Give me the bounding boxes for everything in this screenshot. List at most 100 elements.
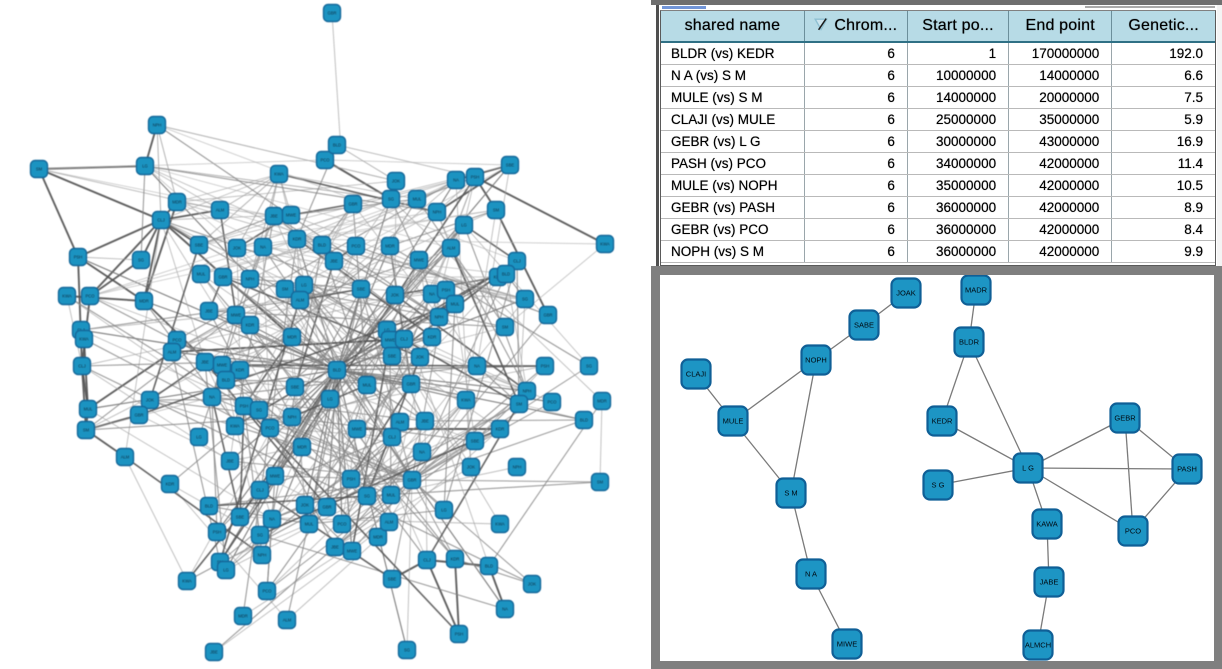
svg-text:SM: SM — [597, 480, 604, 485]
svg-text:SM: SM — [83, 428, 90, 433]
svg-text:JBE: JBE — [270, 214, 278, 219]
svg-text:ALM: ALM — [283, 618, 292, 623]
svg-text:PCO: PCO — [1125, 526, 1141, 535]
svg-text:PSH: PSH — [213, 530, 222, 535]
svg-text:NA: NA — [419, 450, 425, 455]
svg-text:KWA: KWA — [79, 337, 89, 342]
svg-text:NA: NA — [260, 245, 266, 250]
svg-text:KWA: KWA — [600, 242, 610, 247]
svg-text:GEBR: GEBR — [1114, 413, 1136, 422]
svg-text:PCO: PCO — [262, 589, 272, 594]
svg-text:SM: SM — [493, 208, 500, 213]
svg-text:JBE: JBE — [201, 360, 209, 365]
svg-text:NPH: NPH — [435, 315, 444, 320]
svg-text:GBR: GBR — [348, 202, 357, 207]
svg-text:MWE: MWE — [231, 313, 241, 318]
svg-text:ALM: ALM — [121, 455, 130, 460]
svg-text:L G: L G — [1022, 463, 1034, 472]
svg-text:NPH: NPH — [258, 553, 267, 558]
svg-text:BLD: BLD — [485, 564, 493, 569]
svg-text:LG: LG — [327, 397, 333, 402]
svg-text:MUL: MUL — [451, 302, 461, 307]
svg-text:JOK: JOK — [301, 503, 309, 508]
svg-text:SM: SM — [502, 325, 509, 330]
svg-text:ALM: ALM — [396, 420, 405, 425]
svg-text:MWE: MWE — [385, 338, 395, 343]
svg-text:BLD: BLD — [205, 504, 213, 509]
svg-text:MUL: MUL — [197, 272, 207, 277]
svg-text:CLJ: CLJ — [423, 558, 430, 563]
svg-text:GBR: GBR — [218, 275, 227, 280]
svg-text:SG: SG — [388, 197, 394, 202]
svg-text:SBE: SBE — [388, 354, 397, 359]
svg-text:SBE: SBE — [195, 243, 204, 248]
svg-text:KDR: KDR — [293, 237, 302, 242]
svg-text:JOK: JOK — [146, 398, 154, 403]
svg-text:NA: NA — [474, 364, 480, 369]
svg-text:NPH: NPH — [288, 415, 297, 420]
svg-text:S G: S G — [932, 480, 945, 489]
svg-text:SABE: SABE — [854, 320, 874, 329]
svg-text:SG: SG — [522, 297, 528, 302]
svg-text:GBR: GBR — [134, 413, 143, 418]
svg-text:NA: NA — [453, 178, 459, 183]
svg-text:PCO: PCO — [172, 338, 182, 343]
svg-text:JBE: JBE — [331, 545, 339, 550]
svg-text:JBE: JBE — [226, 459, 234, 464]
svg-text:KWA: KWA — [182, 579, 192, 584]
svg-text:MDR: MDR — [238, 614, 248, 619]
svg-text:MWE: MWE — [414, 258, 424, 263]
svg-text:SG: SG — [364, 494, 370, 499]
svg-text:MUL: MUL — [363, 383, 373, 388]
svg-text:JOK: JOK — [528, 582, 536, 587]
svg-text:KEDR: KEDR — [932, 416, 953, 425]
svg-text:GBR: GBR — [406, 382, 415, 387]
svg-text:MDR: MDR — [373, 535, 383, 540]
svg-text:PSH: PSH — [442, 288, 451, 293]
svg-text:SG: SG — [256, 408, 262, 413]
svg-text:SG: SG — [404, 648, 410, 653]
svg-text:PSH: PSH — [471, 175, 480, 180]
svg-text:MDR: MDR — [597, 399, 607, 404]
svg-text:MWE: MWE — [347, 549, 357, 554]
svg-text:PSH: PSH — [240, 404, 249, 409]
svg-text:SBE: SBE — [506, 163, 515, 168]
svg-text:PCO: PCO — [351, 244, 361, 249]
svg-text:SG: SG — [138, 258, 144, 263]
svg-text:PCO: PCO — [547, 400, 557, 405]
svg-text:MWE: MWE — [217, 363, 227, 368]
svg-text:NOPH: NOPH — [805, 355, 827, 364]
svg-text:JOK: JOK — [416, 355, 424, 360]
svg-text:GBR: GBR — [322, 505, 331, 510]
svg-text:ALM: ALM — [216, 208, 225, 213]
svg-text:KWA: KWA — [230, 424, 240, 429]
svg-text:ALM: ALM — [168, 350, 177, 355]
svg-text:MWE: MWE — [352, 427, 362, 432]
svg-text:CLJ: CLJ — [256, 488, 263, 493]
svg-text:SBE: SBE — [291, 385, 300, 390]
svg-text:LG: LG — [223, 568, 229, 573]
svg-text:PSH: PSH — [455, 632, 464, 637]
svg-text:PSH: PSH — [541, 364, 550, 369]
svg-text:MDR: MDR — [139, 299, 149, 304]
svg-text:SM: SM — [36, 167, 43, 172]
svg-text:KWA: KWA — [274, 172, 284, 177]
svg-text:LG: LG — [142, 164, 148, 169]
svg-text:NPH: NPH — [513, 465, 522, 470]
svg-text:KWA: KWA — [461, 398, 471, 403]
svg-text:PASH: PASH — [1177, 464, 1197, 473]
svg-text:NPH: NPH — [523, 389, 532, 394]
svg-text:LG: LG — [384, 328, 390, 333]
svg-text:NA: NA — [502, 607, 508, 612]
svg-text:BLD: BLD — [222, 378, 230, 383]
svg-text:JBE: JBE — [210, 650, 218, 655]
svg-text:JBE: JBE — [205, 309, 213, 314]
svg-text:MDR: MDR — [287, 335, 297, 340]
svg-text:NA: NA — [209, 395, 215, 400]
svg-text:PCO: PCO — [337, 522, 347, 527]
svg-text:ALM: ALM — [385, 520, 394, 525]
svg-text:SBE: SBE — [357, 287, 366, 292]
svg-text:BLD: BLD — [502, 272, 510, 277]
svg-text:BLDR: BLDR — [959, 337, 980, 346]
svg-text:SBE: SBE — [471, 439, 480, 444]
